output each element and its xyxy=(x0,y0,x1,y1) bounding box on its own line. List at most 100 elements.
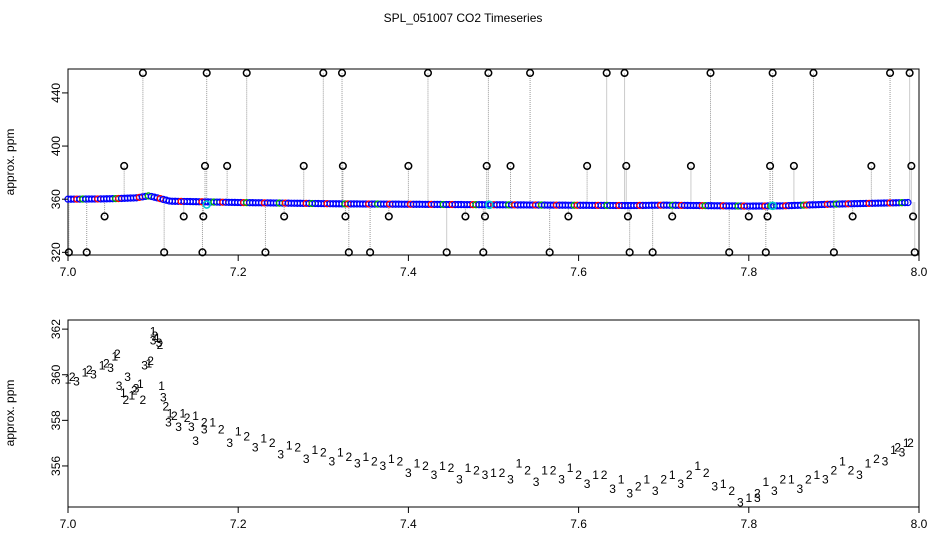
spike-point-36 xyxy=(602,68,611,78)
series-3-point-14: 3 xyxy=(192,434,199,448)
series-2-point-7: 2 xyxy=(147,354,154,368)
spike-point-47 xyxy=(761,248,770,257)
spike-point-37 xyxy=(620,68,629,78)
series-1-point-5: 1 xyxy=(128,388,135,402)
series-3-point-40: 3 xyxy=(856,468,863,482)
top-x-tick-label-3: 7.6 xyxy=(570,265,587,279)
spike-point-5 xyxy=(160,248,169,257)
series-2-point-37: 2 xyxy=(805,473,812,487)
series-1-point-6: 1 xyxy=(137,377,144,391)
series-1-point-17: 1 xyxy=(286,438,293,452)
axes-top: 7.0 7.2 7.4 7.6 7.8 8.0 320 360 400 440 xyxy=(49,83,928,279)
series-3-point-0: 3 xyxy=(73,375,80,389)
series-3-point-16: 3 xyxy=(252,441,259,455)
series-1-point-39: 1 xyxy=(839,454,846,468)
spike-point-8 xyxy=(199,212,208,221)
spike-point-3 xyxy=(120,161,129,171)
top-y-tick-label-0: 320 xyxy=(49,242,63,262)
spike-point-24 xyxy=(423,68,433,78)
bottom-y-tick-label-2: 360 xyxy=(49,364,63,384)
spike-point-41 xyxy=(648,248,657,257)
baseline-series xyxy=(64,192,912,210)
baseline-point-282 xyxy=(904,198,912,207)
top-x-tick-label-2: 7.4 xyxy=(400,265,417,279)
series-2-point-41: 2 xyxy=(894,441,901,455)
series-3-point-34: 3 xyxy=(711,479,718,493)
series-2-point-12: 2 xyxy=(184,411,191,425)
series-1-point-37: 1 xyxy=(788,473,795,487)
spike-lines xyxy=(68,72,916,253)
series-3-point-27: 3 xyxy=(533,475,540,489)
series-3-point-19: 3 xyxy=(328,454,335,468)
spike-point-28 xyxy=(480,212,490,221)
spike-point-19 xyxy=(341,212,350,221)
series-1-point-41: 1 xyxy=(890,443,897,457)
spike-point-12 xyxy=(242,68,251,78)
spike-point-13 xyxy=(261,248,270,257)
series-3-point-17: 3 xyxy=(277,448,284,462)
series-1-point-10: 1 xyxy=(158,379,165,393)
series-1-point-42: 1 xyxy=(903,436,910,450)
chart-title: SPL_051007 CO2 Timeseries xyxy=(384,11,543,25)
spike-point-45 xyxy=(725,248,734,257)
series-2-point-32: 2 xyxy=(686,468,693,482)
series-1-point-16: 1 xyxy=(260,432,267,446)
series-1-point-34: 1 xyxy=(720,477,727,491)
series-3-point-15: 3 xyxy=(226,436,233,450)
series-3-point-13: 3 xyxy=(201,422,208,436)
series-3-point-39: 3 xyxy=(822,473,829,487)
spike-point-40 xyxy=(625,248,634,257)
spike-point-2 xyxy=(100,212,109,221)
spike-point-39 xyxy=(623,212,633,221)
series-1-point-28: 1 xyxy=(567,461,574,475)
series-2-point-38: 2 xyxy=(831,464,838,478)
series-3-point-38: 3 xyxy=(797,482,804,496)
series-1-point-7: 1 xyxy=(146,356,153,370)
series-3-point-7: 3 xyxy=(150,334,157,348)
spike-point-50 xyxy=(768,68,777,78)
spike-point-9 xyxy=(200,161,210,171)
series-2-point-8: 2 xyxy=(151,329,158,343)
series-1-point-21: 1 xyxy=(388,452,395,466)
spike-point-10 xyxy=(202,68,211,78)
series-2-point-28: 2 xyxy=(575,468,582,482)
spike-point-23 xyxy=(404,161,413,171)
top-y-tick-label-1: 360 xyxy=(49,189,63,209)
series-2-point-20: 2 xyxy=(371,454,378,468)
spike-point-27 xyxy=(479,248,488,257)
plot-frame-top xyxy=(67,68,920,256)
series-2-point-19: 2 xyxy=(345,450,352,464)
series-2-point-11: 2 xyxy=(171,409,178,423)
series-2-point-21: 2 xyxy=(397,454,404,468)
spike-point-48 xyxy=(763,212,772,221)
series-1-point-14: 1 xyxy=(209,416,216,430)
spike-point-44 xyxy=(706,68,715,78)
series-3-point-22: 3 xyxy=(405,466,412,480)
series-2-point-17: 2 xyxy=(294,441,301,455)
spike-point-34 xyxy=(564,212,573,221)
series-1-point-30: 1 xyxy=(618,473,625,487)
spike-point-21 xyxy=(366,248,375,257)
series-3-point-28: 3 xyxy=(558,473,565,487)
series-3-point-23: 3 xyxy=(431,468,438,482)
series-1-point-19: 1 xyxy=(337,445,344,459)
series-2-point-10: 2 xyxy=(163,400,170,414)
spike-point-14 xyxy=(280,212,289,221)
series-2-point-6: 2 xyxy=(140,393,147,407)
series-1-point-18: 1 xyxy=(311,443,318,457)
series-3-point-5: 3 xyxy=(133,381,140,395)
cyan-point-0 xyxy=(202,200,212,209)
panel-top: 7.0 7.2 7.4 7.6 7.8 8.0 320 360 400 440 approx. p… xyxy=(3,68,928,279)
spike-point-43 xyxy=(686,161,695,171)
spike-point-4 xyxy=(138,68,147,78)
series-3-point-32: 3 xyxy=(652,484,659,498)
series-2-point-4: 2 xyxy=(123,393,130,407)
spike-point-42 xyxy=(668,212,677,221)
series-3-point-42: 3 xyxy=(899,445,906,459)
series-1-point-35: 1 xyxy=(745,491,752,505)
spike-point-11 xyxy=(223,161,232,171)
cyan-point-1 xyxy=(484,200,494,210)
series-2-point-16: 2 xyxy=(269,436,276,450)
series-3-point-4: 3 xyxy=(124,370,131,384)
